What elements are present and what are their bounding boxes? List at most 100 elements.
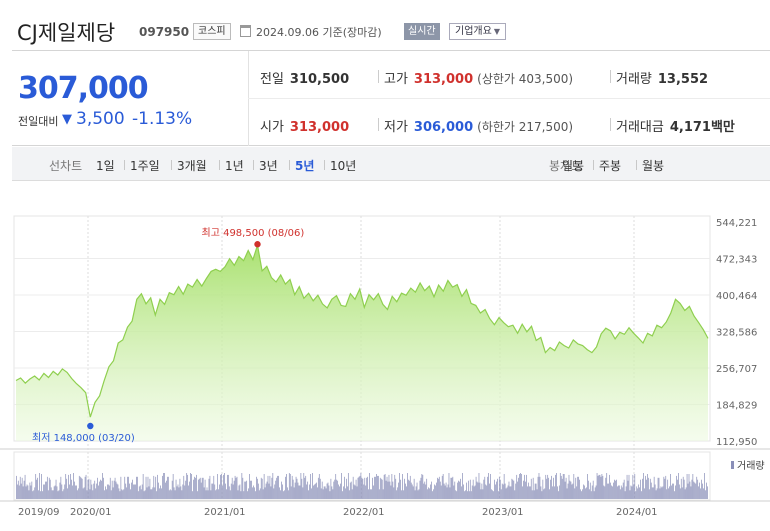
volume-bar bbox=[420, 477, 422, 499]
volume-bar bbox=[357, 477, 359, 499]
tab-3년[interactable]: 3년 bbox=[259, 159, 278, 173]
volume-bar bbox=[207, 490, 209, 499]
volume-bar bbox=[395, 478, 397, 499]
tab-1일[interactable]: 1일 bbox=[96, 159, 115, 173]
volume-bar bbox=[627, 480, 629, 499]
realtime-button[interactable]: 실시간 bbox=[404, 23, 440, 40]
volume-bar bbox=[119, 491, 121, 499]
volume-bar bbox=[347, 473, 349, 499]
tab-1년[interactable]: 1년 bbox=[225, 159, 244, 173]
volume-bar bbox=[685, 487, 687, 499]
volume-bar bbox=[86, 490, 88, 499]
volume-bar bbox=[124, 476, 126, 499]
volume-bar bbox=[320, 488, 322, 499]
volume-bar bbox=[408, 480, 410, 499]
volume-bar bbox=[443, 483, 445, 499]
volume-bar bbox=[283, 491, 284, 499]
volume-bar bbox=[556, 473, 557, 499]
volume-bar bbox=[282, 484, 283, 499]
tab-divider bbox=[124, 160, 125, 170]
volume-bar bbox=[591, 485, 593, 499]
volume-bar bbox=[299, 485, 301, 499]
volume-bar bbox=[227, 474, 229, 499]
x-tick-label: 2021/01 bbox=[204, 507, 246, 518]
volume-bar bbox=[55, 479, 57, 499]
volume-bar bbox=[177, 484, 179, 499]
volume-bar bbox=[90, 479, 92, 499]
upper-limit: (상한가 403,500) bbox=[477, 72, 574, 86]
volume-bar bbox=[488, 473, 489, 499]
volume-bar bbox=[155, 476, 157, 499]
volume-bar bbox=[224, 473, 225, 499]
volume-bar bbox=[610, 482, 611, 499]
volume-bar bbox=[423, 483, 425, 499]
volume-bar bbox=[689, 481, 691, 499]
volume-bar bbox=[221, 474, 222, 499]
period-tabs: 선차트 봉차트 1일 1주일 3개월 1년 3년 5년 10년 일봉 주봉 월봉 bbox=[12, 147, 770, 181]
volume-bar bbox=[258, 490, 260, 499]
volume-bar bbox=[286, 474, 287, 499]
volume-bar bbox=[466, 482, 467, 499]
volume-bar bbox=[416, 482, 418, 499]
volume-bar bbox=[141, 484, 143, 499]
volume-bar bbox=[375, 476, 376, 499]
volume-bar bbox=[576, 486, 578, 499]
volume-bar bbox=[451, 477, 453, 499]
tab-주봉[interactable]: 주봉 bbox=[599, 159, 622, 173]
volume-bar bbox=[327, 482, 329, 499]
prev-close-label: 전일 bbox=[260, 72, 284, 87]
volume-bar bbox=[701, 479, 702, 499]
volume-bar bbox=[656, 488, 658, 499]
volume-bar bbox=[584, 485, 585, 499]
volume-bar bbox=[550, 479, 551, 499]
volume-bar bbox=[325, 488, 327, 499]
volume-bar bbox=[464, 491, 465, 499]
volume-bar bbox=[523, 480, 524, 499]
volume-bar bbox=[604, 486, 606, 499]
volume-bar bbox=[626, 474, 628, 499]
volume-bar bbox=[487, 476, 489, 499]
date-text: 2024.09.06 기준(장마감) bbox=[256, 26, 382, 39]
volume-bar bbox=[68, 474, 69, 499]
volume-bar bbox=[65, 474, 67, 499]
volume-bar bbox=[153, 475, 155, 499]
tab-5년[interactable]: 5년 bbox=[295, 159, 315, 173]
tab-월봉[interactable]: 월봉 bbox=[642, 159, 665, 173]
volume-bar bbox=[323, 486, 325, 499]
volume-bar bbox=[434, 484, 435, 499]
volume-bar bbox=[196, 474, 197, 499]
volume-bar bbox=[364, 477, 366, 499]
tab-10년[interactable]: 10년 bbox=[330, 159, 357, 173]
volume-bar bbox=[82, 488, 84, 499]
volume-bar bbox=[317, 477, 319, 499]
volume-bar bbox=[467, 491, 468, 499]
volume-bar bbox=[547, 474, 549, 499]
volume-bar bbox=[377, 475, 378, 499]
volume-bar bbox=[431, 481, 432, 499]
volume-bar bbox=[233, 480, 235, 499]
volume-bar bbox=[612, 486, 613, 499]
volume-bar bbox=[668, 488, 670, 499]
corp-info-dropdown[interactable]: 기업개요 ▼ bbox=[449, 23, 506, 40]
volume-bar bbox=[201, 477, 203, 499]
volume-bar bbox=[379, 477, 381, 499]
volume-bar bbox=[236, 476, 238, 499]
volume-bar bbox=[83, 487, 85, 499]
volume-bar bbox=[503, 474, 505, 499]
change-percent: -1.13% bbox=[132, 109, 193, 129]
volume-bar bbox=[495, 484, 496, 499]
volume-bar bbox=[589, 482, 591, 499]
volume-bar bbox=[428, 487, 429, 499]
volume-bar bbox=[460, 478, 461, 499]
volume-bar bbox=[516, 474, 518, 499]
volume-bar bbox=[704, 473, 705, 499]
tab-1주일[interactable]: 1주일 bbox=[130, 159, 160, 173]
volume-bar bbox=[181, 490, 183, 499]
volume-bar bbox=[253, 485, 254, 499]
volume-bar bbox=[564, 481, 566, 499]
volume-bar bbox=[659, 488, 661, 499]
volume-bar bbox=[560, 475, 562, 499]
tab-3개월[interactable]: 3개월 bbox=[177, 159, 207, 173]
tab-일봉[interactable]: 일봉 bbox=[562, 159, 585, 173]
volume-bar bbox=[519, 474, 520, 499]
